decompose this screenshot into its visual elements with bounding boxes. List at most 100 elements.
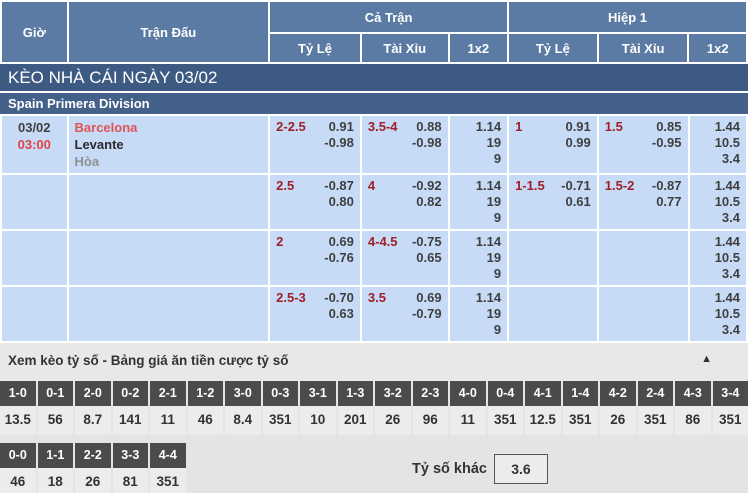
handicap-over-odds[interactable]: -0.71 xyxy=(561,178,591,193)
collapse-arrow-icon[interactable]: ▲ xyxy=(701,353,712,365)
handicap-under-odds[interactable]: 0.80 xyxy=(328,194,354,209)
score-option[interactable]: 3-0 8.4 xyxy=(225,381,261,435)
under-odds[interactable]: -0.98 xyxy=(411,135,442,150)
odds-1[interactable]: 1.44 xyxy=(714,119,740,134)
over-odds[interactable] xyxy=(605,234,682,250)
odds-1[interactable]: 1.44 xyxy=(714,178,740,193)
handicap-under-odds[interactable]: -0.76 xyxy=(324,250,354,265)
odds-1[interactable]: 1.44 xyxy=(714,234,740,249)
half-handicap-cell[interactable]: 1 0.91 0.99 xyxy=(509,116,597,173)
handicap-over-odds[interactable] xyxy=(515,290,591,306)
score-option[interactable]: 2-1 11 xyxy=(150,381,186,435)
half-handicap-cell[interactable]: 1-1.5 -0.71 0.61 xyxy=(509,175,597,229)
score-option[interactable]: 1-1 18 xyxy=(37,443,73,493)
over-odds[interactable]: -0.92 xyxy=(411,178,442,193)
full-overunder-cell[interactable]: 4 -0.92 0.82 xyxy=(361,175,448,229)
other-score-odds[interactable]: 3.6 xyxy=(493,454,548,484)
odds-2[interactable]: 3.4 xyxy=(721,322,740,337)
odds-x[interactable]: 10.5 xyxy=(714,194,740,209)
handicap-under-odds[interactable] xyxy=(515,306,591,322)
over-odds[interactable]: -0.87 xyxy=(651,178,682,193)
full-handicap-cell[interactable]: 2-2.5 0.91 -0.98 xyxy=(270,116,360,173)
score-option[interactable]: 2-2 26 xyxy=(75,443,111,493)
odds-2[interactable]: 9 xyxy=(493,266,502,281)
half-1x2-cell[interactable]: 1.44 10.5 3.4 xyxy=(689,231,746,285)
full-handicap-cell[interactable]: 2.5 -0.87 0.80 xyxy=(270,175,360,229)
half-1x2-cell[interactable]: 1.44 10.5 3.4 xyxy=(689,116,746,173)
odds-x[interactable]: 19 xyxy=(486,194,502,209)
score-section-header[interactable]: Xem kèo tỷ số - Bảng giá ăn tiền cược tỷ… xyxy=(0,343,748,381)
handicap-over-odds[interactable]: 0.69 xyxy=(328,234,354,249)
handicap-under-odds[interactable]: 0.63 xyxy=(328,306,354,321)
half-1x2-cell[interactable]: 1.44 10.5 3.4 xyxy=(689,175,746,229)
score-option[interactable]: 2-0 8.7 xyxy=(75,381,111,435)
odds-x[interactable]: 19 xyxy=(486,250,502,265)
score-option[interactable]: 3-3 81 xyxy=(112,443,148,493)
score-option[interactable]: 1-4 351 xyxy=(562,381,598,435)
half-overunder-cell[interactable] xyxy=(598,231,688,285)
odds-2[interactable]: 3.4 xyxy=(721,210,740,225)
score-option[interactable]: 4-2 26 xyxy=(600,381,636,435)
score-option[interactable]: 0-1 56 xyxy=(37,381,73,435)
score-option[interactable]: 0-0 46 xyxy=(0,443,36,493)
handicap-over-odds[interactable]: 0.91 xyxy=(565,119,591,134)
half-overunder-cell[interactable]: 1.5-2 -0.87 0.77 xyxy=(598,175,688,229)
odds-1[interactable]: 1.14 xyxy=(475,119,502,134)
full-1x2-cell[interactable]: 1.14 19 9 xyxy=(449,175,508,229)
half-handicap-cell[interactable] xyxy=(509,231,597,285)
score-option[interactable]: 1-3 201 xyxy=(337,381,373,435)
score-option[interactable]: 4-3 86 xyxy=(675,381,711,435)
score-option[interactable]: 0-2 141 xyxy=(112,381,148,435)
handicap-over-odds[interactable] xyxy=(515,234,591,250)
odds-2[interactable]: 9 xyxy=(493,210,502,225)
score-option[interactable]: 4-4 351 xyxy=(150,443,186,493)
half-handicap-cell[interactable] xyxy=(509,287,597,341)
handicap-over-odds[interactable]: -0.87 xyxy=(324,178,354,193)
score-option[interactable]: 2-4 351 xyxy=(637,381,673,435)
under-odds[interactable] xyxy=(605,306,682,322)
score-option[interactable]: 3-4 351 xyxy=(712,381,748,435)
full-handicap-cell[interactable]: 2.5-3 -0.70 0.63 xyxy=(270,287,360,341)
under-odds[interactable]: -0.95 xyxy=(651,135,682,150)
handicap-under-odds[interactable] xyxy=(515,250,591,266)
odds-x[interactable]: 19 xyxy=(486,135,502,150)
odds-2[interactable]: 9 xyxy=(493,322,502,337)
score-option[interactable]: 4-0 11 xyxy=(450,381,486,435)
handicap-under-odds[interactable]: -0.98 xyxy=(324,135,354,150)
full-1x2-cell[interactable]: 1.14 19 9 xyxy=(449,287,508,341)
odds-1[interactable]: 1.14 xyxy=(475,234,502,249)
score-option[interactable]: 2-3 96 xyxy=(412,381,448,435)
odds-x[interactable]: 19 xyxy=(486,306,502,321)
under-odds[interactable] xyxy=(605,250,682,266)
score-option[interactable]: 0-3 351 xyxy=(262,381,298,435)
odds-x[interactable]: 10.5 xyxy=(714,306,740,321)
full-overunder-cell[interactable]: 3.5-4 0.88 -0.98 xyxy=(361,116,448,173)
over-odds[interactable]: 0.69 xyxy=(416,290,442,305)
score-option[interactable]: 0-4 351 xyxy=(487,381,523,435)
odds-2[interactable]: 3.4 xyxy=(721,266,740,281)
odds-x[interactable]: 10.5 xyxy=(714,135,740,150)
under-odds[interactable]: 0.82 xyxy=(416,194,442,209)
odds-1[interactable]: 1.14 xyxy=(475,290,502,305)
handicap-over-odds[interactable]: 0.91 xyxy=(328,119,354,134)
half-overunder-cell[interactable] xyxy=(598,287,688,341)
under-odds[interactable]: 0.77 xyxy=(656,194,682,209)
half-1x2-cell[interactable]: 1.44 10.5 3.4 xyxy=(689,287,746,341)
odds-2[interactable]: 3.4 xyxy=(721,151,740,166)
odds-1[interactable]: 1.44 xyxy=(714,290,740,305)
under-odds[interactable]: 0.65 xyxy=(416,250,442,265)
score-option[interactable]: 1-0 13.5 xyxy=(0,381,36,435)
odds-x[interactable]: 10.5 xyxy=(714,250,740,265)
over-odds[interactable]: 0.85 xyxy=(656,119,682,134)
handicap-under-odds[interactable]: 0.99 xyxy=(565,135,591,150)
score-option[interactable]: 1-2 46 xyxy=(187,381,223,435)
full-1x2-cell[interactable]: 1.14 19 9 xyxy=(449,116,508,173)
score-option[interactable]: 3-1 10 xyxy=(300,381,336,435)
score-option[interactable]: 4-1 12.5 xyxy=(525,381,561,435)
under-odds[interactable]: -0.79 xyxy=(411,306,442,321)
full-overunder-cell[interactable]: 4-4.5 -0.75 0.65 xyxy=(361,231,448,285)
full-overunder-cell[interactable]: 3.5 0.69 -0.79 xyxy=(361,287,448,341)
half-overunder-cell[interactable]: 1.5 0.85 -0.95 xyxy=(598,116,688,173)
handicap-over-odds[interactable]: -0.70 xyxy=(324,290,354,305)
full-1x2-cell[interactable]: 1.14 19 9 xyxy=(449,231,508,285)
